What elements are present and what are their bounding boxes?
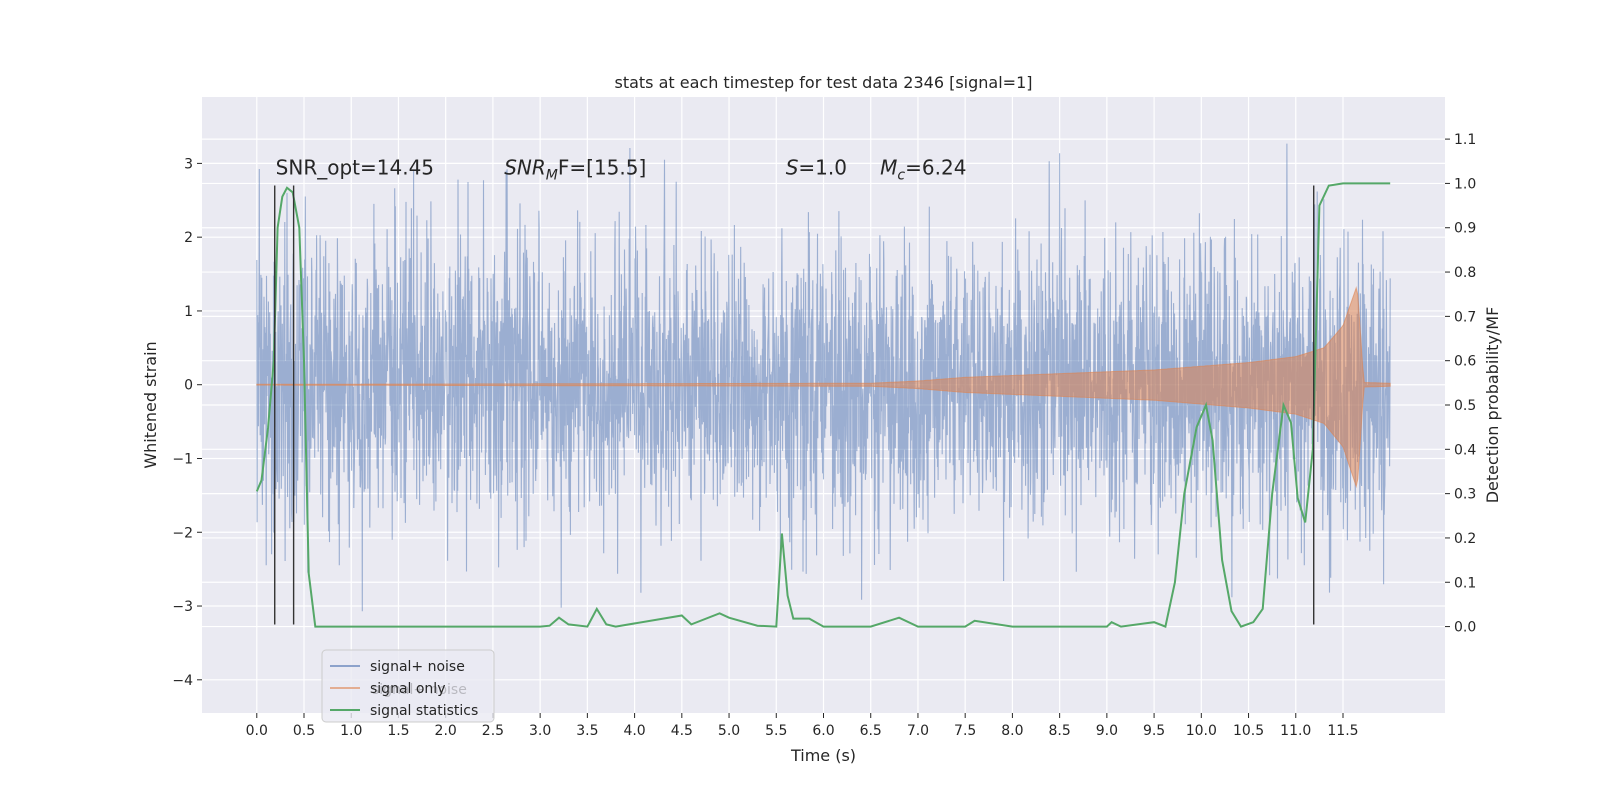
x-tick-label: 4.5	[671, 723, 693, 739]
y-left-tick-label: 0	[184, 378, 193, 394]
y-axis-label-left: Whitened strain	[141, 341, 160, 468]
y-right-tick-label: 0.9	[1454, 221, 1476, 237]
annotation-text: S=1.0	[786, 155, 847, 179]
x-tick-label: 3.0	[529, 723, 551, 739]
y-right-tick-label: 0.2	[1454, 531, 1476, 547]
x-tick-label: 9.0	[1096, 723, 1118, 739]
x-tick-label: 5.0	[718, 723, 740, 739]
y-left-tick-label: 2	[184, 230, 193, 246]
x-tick-label: 8.0	[1001, 723, 1023, 739]
annotation-text: Mc=6.24	[880, 155, 966, 183]
y-right-tick-label: 0.4	[1454, 442, 1476, 458]
y-left-tick-label: 3	[184, 156, 193, 172]
x-tick-label: 2.0	[435, 723, 457, 739]
y-right-tick-label: 1.1	[1454, 132, 1476, 148]
legend-entry: signal+ noise	[370, 659, 465, 675]
y-left-tick-label: −4	[172, 673, 193, 689]
x-tick-label: 9.5	[1143, 723, 1165, 739]
x-tick-label: 8.5	[1048, 723, 1070, 739]
x-tick-label: 1.0	[340, 723, 362, 739]
legend-entry: signal statistics	[370, 703, 478, 719]
y-right-tick-label: 0.0	[1454, 620, 1476, 636]
y-left-tick-label: 1	[184, 304, 193, 320]
y-left-tick-label: −2	[172, 525, 193, 541]
y-right-tick-label: 0.8	[1454, 265, 1476, 281]
x-tick-label: 10.0	[1186, 723, 1217, 739]
y-right-tick-label: 0.7	[1454, 309, 1476, 325]
x-tick-label: 6.5	[860, 723, 882, 739]
y-right-tick-label: 0.3	[1454, 487, 1476, 503]
data-layer	[255, 143, 1391, 628]
x-tick-label: 11.0	[1280, 723, 1311, 739]
annotation-text: SNRMF=[15.5]	[504, 155, 646, 183]
annotations: SNR_opt=14.45 SNRMF=[15.5] S=1.0 Mc=6.24	[276, 155, 967, 183]
y-left-tick-label: −1	[172, 451, 193, 467]
y-right-tick-label: 0.6	[1454, 354, 1476, 370]
x-tick-label: 5.5	[765, 723, 787, 739]
series-signal-statistics	[255, 182, 1391, 628]
vertical-lines	[274, 185, 1315, 625]
y-right-tick-label: 1.0	[1454, 176, 1476, 192]
x-tick-label: 1.5	[387, 723, 409, 739]
x-tick-label: 6.0	[812, 723, 834, 739]
legend-entry: signal only	[370, 681, 445, 697]
y-left-tick-label: −3	[172, 599, 193, 615]
y-axis-label-right: Detection probability/MF	[1483, 307, 1502, 504]
legend-overlap-text: signal+ noise	[372, 682, 467, 698]
x-axis-label: Time (s)	[790, 746, 856, 765]
x-tick-label: 11.5	[1327, 723, 1358, 739]
x-tick-label: 7.5	[954, 723, 976, 739]
annotation-text: SNR_opt=14.45	[276, 155, 434, 179]
legend-box	[321, 649, 495, 723]
y-right-tick-label: 0.1	[1454, 575, 1476, 591]
x-tick-label: 0.5	[293, 723, 315, 739]
chart-title: stats at each timestep for test data 234…	[614, 73, 1032, 92]
tick-labels: 0.0 0.5 1.0 1.5 2.0 2.5 3.0 3.5 4.0 4.5 5.0 5.5 6.0 6…	[172, 132, 1476, 739]
x-tick-label: 0.0	[246, 723, 268, 739]
x-tick-label: 2.5	[482, 723, 504, 739]
series-signal-plus-noise	[256, 143, 1391, 612]
y-right-tick-label: 0.5	[1454, 398, 1476, 414]
x-tick-label: 3.5	[576, 723, 598, 739]
series-signal-only	[256, 285, 1391, 489]
x-tick-label: 10.5	[1233, 723, 1264, 739]
x-tick-label: 7.0	[907, 723, 929, 739]
x-tick-label: 4.0	[623, 723, 645, 739]
